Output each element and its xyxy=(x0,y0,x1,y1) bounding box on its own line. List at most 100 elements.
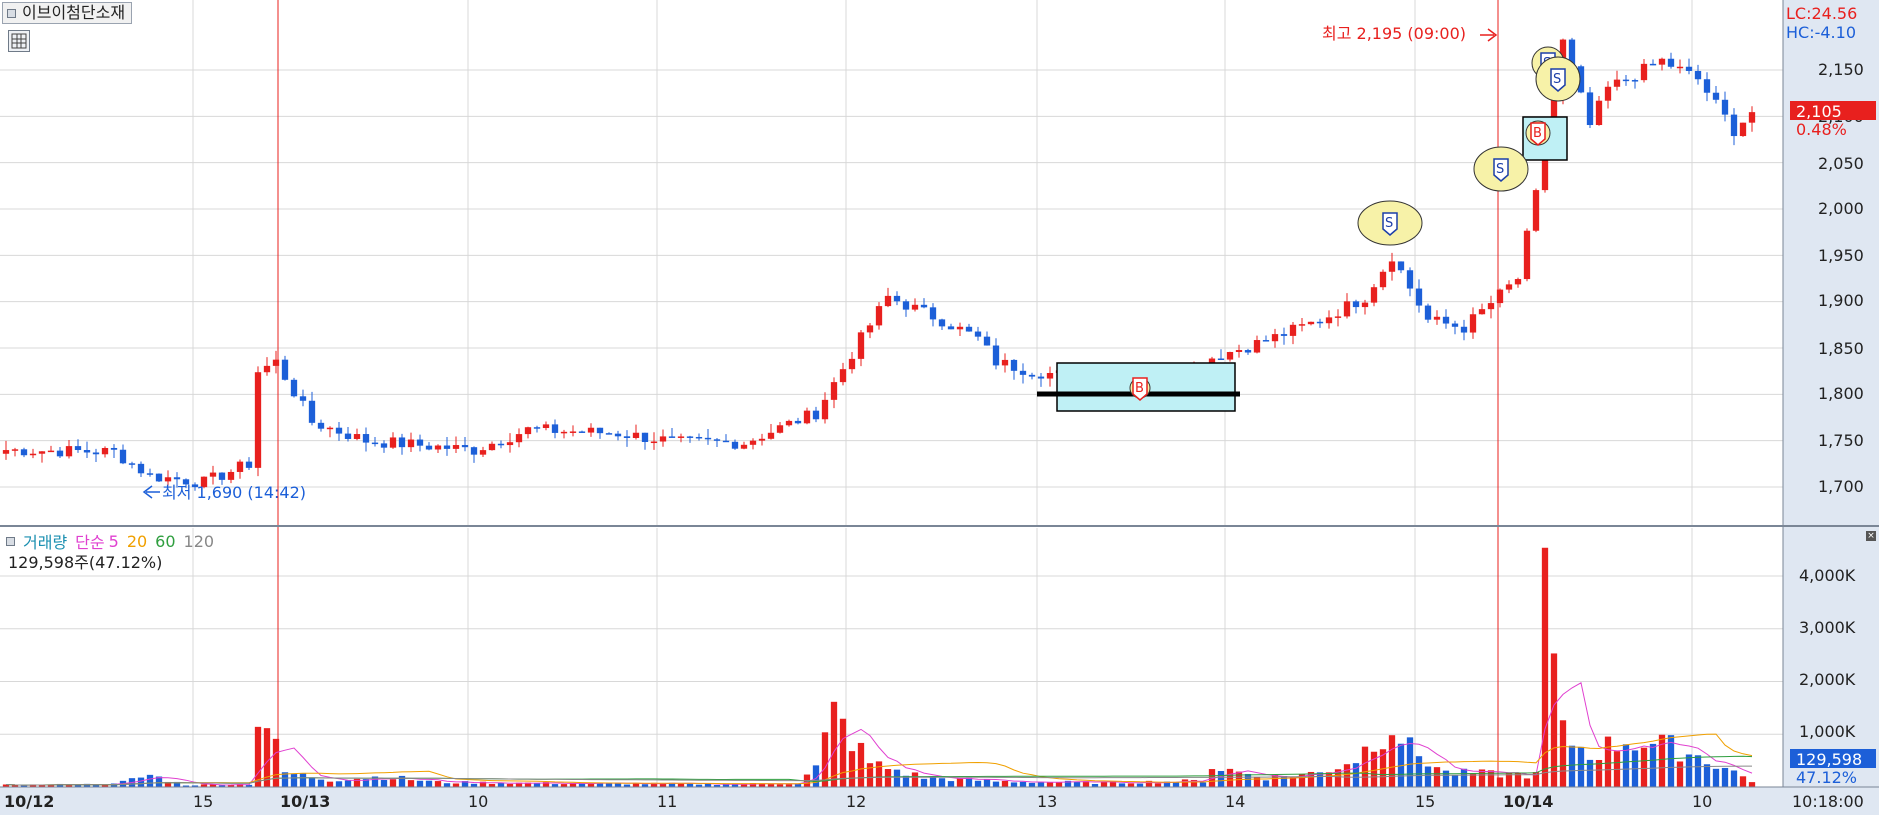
candle-body xyxy=(794,420,802,424)
volume-bar xyxy=(659,783,667,787)
volume-bar xyxy=(1127,783,1135,787)
time-label: 10 xyxy=(1692,792,1712,811)
candle-body xyxy=(434,445,442,450)
volume-bar xyxy=(290,774,298,787)
volume-bar xyxy=(1514,773,1522,787)
candle-body xyxy=(20,449,28,456)
price-axis-bg xyxy=(1783,0,1879,787)
volume-bar xyxy=(1532,772,1540,787)
candle-body xyxy=(767,432,775,439)
panel-toggle-icon[interactable] xyxy=(7,8,16,18)
volume-bar xyxy=(830,701,838,787)
volume-bar xyxy=(1199,782,1207,787)
volume-bar xyxy=(1064,780,1072,787)
volume-bar xyxy=(1001,780,1009,787)
volume-bar xyxy=(209,784,217,787)
candle-body xyxy=(1289,324,1297,336)
candle-body xyxy=(1586,92,1594,126)
volume-bar xyxy=(1316,772,1324,787)
candle-body xyxy=(101,447,109,455)
sell-marker-label: S xyxy=(1553,72,1561,87)
volume-bar xyxy=(1271,774,1279,787)
volume-bar xyxy=(1460,768,1468,787)
candle-body xyxy=(704,437,712,440)
volume-bar xyxy=(956,777,964,787)
candle-body xyxy=(902,301,910,310)
volume-bar xyxy=(848,751,856,787)
candle-body xyxy=(200,476,208,488)
volume-bar xyxy=(83,783,91,787)
close-icon[interactable]: × xyxy=(1866,531,1876,541)
candle-body xyxy=(155,473,163,482)
volume-bar xyxy=(92,784,100,787)
candle-body xyxy=(875,306,883,326)
volume-bar xyxy=(191,785,199,787)
volume-bar xyxy=(1712,768,1720,787)
volume-bar xyxy=(1244,773,1252,787)
volume-bar xyxy=(497,783,505,787)
candle-body xyxy=(1010,359,1018,371)
volume-bar xyxy=(542,782,550,787)
candle-body xyxy=(398,437,406,448)
volume-bar xyxy=(794,783,802,787)
candle-body xyxy=(1226,351,1234,360)
candle-body xyxy=(11,449,19,451)
volume-bar xyxy=(1073,781,1081,787)
volume-bar xyxy=(1208,769,1216,787)
candle-body xyxy=(848,358,856,370)
volume-bar xyxy=(1604,736,1612,787)
volume-bar xyxy=(1379,749,1387,787)
candle-body xyxy=(686,436,694,438)
candle-body xyxy=(1316,321,1324,324)
volume-bar xyxy=(1226,768,1234,787)
candle-body xyxy=(1280,334,1288,336)
volume-bar xyxy=(857,742,865,787)
candle-body xyxy=(1577,66,1585,93)
volume-bar xyxy=(650,782,658,787)
clock-label: 10:18:00 xyxy=(1792,792,1864,811)
candle-body xyxy=(1685,66,1693,71)
volume-bar xyxy=(533,783,541,787)
candle-body xyxy=(317,422,325,429)
candle-body xyxy=(722,440,730,443)
current-change-label: 0.48% xyxy=(1796,120,1847,139)
volume-bar xyxy=(623,784,631,787)
volume-bar xyxy=(1730,770,1738,787)
sell-marker-flag xyxy=(1550,68,1566,92)
panel-toggle-icon[interactable] xyxy=(6,536,15,546)
time-label: 15 xyxy=(1415,792,1435,811)
stock-title-box[interactable]: 이브이첨단소재 xyxy=(2,2,133,24)
volume-bar xyxy=(173,781,181,787)
volume-bar xyxy=(983,779,991,787)
volume-bar xyxy=(1037,781,1045,787)
date-label: 10/13 xyxy=(280,792,330,811)
candle-body xyxy=(461,445,469,448)
candle-body xyxy=(290,379,298,397)
buy-marker-label: B xyxy=(1533,126,1542,141)
candle-body xyxy=(1271,334,1279,342)
candle-body xyxy=(1001,359,1009,366)
sell-marker-flag xyxy=(1493,158,1509,182)
buy-marker-flag xyxy=(1530,122,1546,146)
volume-bar xyxy=(380,780,388,787)
buy-marker-label: B xyxy=(1135,381,1144,396)
candle-body xyxy=(335,427,343,434)
candle-body xyxy=(1235,350,1243,352)
volume-bar xyxy=(1541,547,1549,787)
volume-bar xyxy=(236,784,244,787)
candle-body xyxy=(1568,39,1576,67)
volume-bar xyxy=(155,776,163,787)
volume-bar xyxy=(1667,735,1675,787)
candle-body xyxy=(263,365,271,373)
volume-bar xyxy=(1334,769,1342,787)
grid-table-icon[interactable] xyxy=(8,30,30,52)
sell-marker-label: S xyxy=(1385,216,1393,231)
volume-bar xyxy=(56,783,64,787)
candle-body xyxy=(1424,305,1432,320)
volume-bar xyxy=(398,775,406,787)
candle-body xyxy=(956,326,964,330)
candle-body xyxy=(119,449,127,464)
volume-axis-labels: 4,000K 3,000K 2,000K 1,000K xyxy=(1799,566,1856,741)
volume-bar xyxy=(560,784,568,787)
high-arrow-icon xyxy=(1480,28,1498,42)
